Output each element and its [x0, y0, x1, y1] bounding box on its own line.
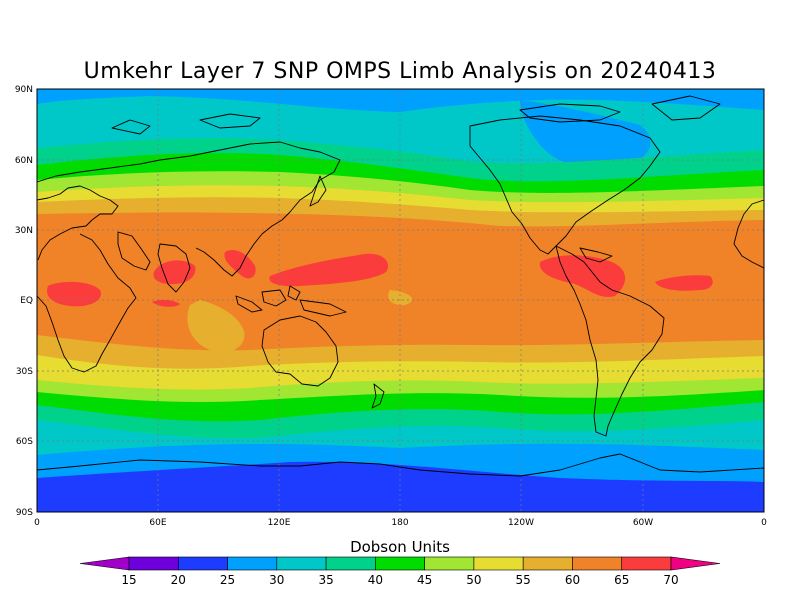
colorbar-level-label: 40 [368, 573, 383, 587]
colorbar-level-label: 20 [171, 573, 186, 587]
colorbar-swatch [424, 556, 475, 571]
colorbar-level-label: 25 [220, 573, 235, 587]
colorbar-level-label: 65 [614, 573, 629, 587]
lon-label: 0 [34, 518, 40, 528]
map-title: Umkehr Layer 7 SNP OMPS Limb Analysis on… [84, 59, 717, 84]
colorbar-swatch [227, 556, 278, 571]
lat-label: 90S [16, 508, 33, 518]
colorbar-swatch [325, 556, 376, 571]
lat-label: EQ [20, 296, 33, 306]
lat-label: 30S [16, 367, 33, 377]
colorbar-level-label: 50 [466, 573, 481, 587]
lat-label: 60S [16, 437, 33, 447]
lon-label: 120W [508, 518, 534, 528]
colorbar-swatch [375, 556, 425, 571]
lon-label: 0 [761, 518, 767, 528]
colorbar-swatch [522, 556, 573, 571]
colorbar-labels: 15 20 25 30 35 40 45 50 55 60 65 70 [121, 573, 678, 587]
colorbar-swatch [473, 556, 524, 571]
colorbar-swatch [670, 556, 721, 571]
latitude-labels: 90N 60N 30N EQ 30S 60S 90S [15, 85, 33, 518]
lat-label: 60N [15, 156, 33, 166]
colorbar-swatch [572, 556, 623, 571]
map-panel [36, 88, 765, 513]
lat-label: 90N [15, 85, 33, 95]
colorbar-swatch [79, 556, 130, 571]
colorbar-level-label: 15 [121, 573, 136, 587]
longitude-labels: 0 60E 120E 180 120W 60W 0 [34, 518, 767, 528]
lon-label: 60E [149, 518, 166, 528]
colorbar-swatches [79, 556, 721, 571]
colorbar: Dobson Units 15 20 25 30 35 40 45 50 55 60 65 70 [79, 538, 721, 587]
colorbar-swatch [177, 556, 228, 571]
colorbar-swatch [128, 556, 179, 571]
lon-label: 120E [268, 518, 291, 528]
colorbar-level-label: 55 [516, 573, 531, 587]
colorbar-swatch [621, 556, 672, 571]
colorbar-level-label: 30 [269, 573, 284, 587]
ozone-contours [37, 89, 764, 512]
colorbar-level-label: 60 [565, 573, 580, 587]
coastlines [37, 95, 764, 477]
lon-label: 60W [633, 518, 653, 528]
colorbar-level-label: 35 [318, 573, 333, 587]
colorbar-title: Dobson Units [350, 538, 450, 556]
lat-label: 30N [15, 226, 33, 236]
lon-label: 180 [391, 518, 408, 528]
colorbar-level-label: 70 [663, 573, 678, 587]
colorbar-swatch [276, 556, 327, 571]
colorbar-level-label: 45 [417, 573, 432, 587]
